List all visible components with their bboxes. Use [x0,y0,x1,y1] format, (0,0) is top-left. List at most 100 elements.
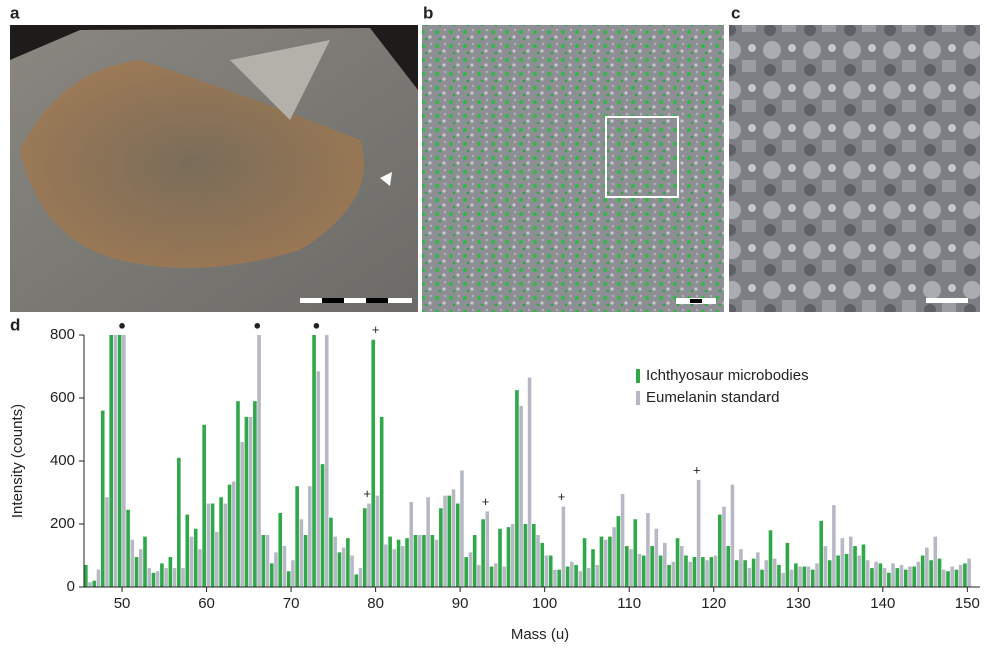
bar [714,556,718,588]
bar [739,549,743,587]
bar [190,537,194,587]
bar [895,568,899,587]
annotation: + [693,462,701,477]
bar [612,527,616,587]
bar [325,335,329,587]
bar [405,538,409,587]
legend-label: Ichthyosaur microbodies [646,367,809,384]
bar [287,571,291,587]
x-tick-label: 100 [532,595,557,612]
bar [950,567,954,587]
y-tick-label: 0 [67,578,75,595]
annotation: ● [313,317,321,332]
bar [790,570,794,587]
bar [207,504,211,587]
legend-label: Eumelanin standard [646,389,779,406]
bar [591,549,595,587]
photo-b [422,25,724,312]
bar [642,556,646,588]
bar [710,557,714,587]
bar [853,546,857,587]
bar [240,442,244,587]
bar [452,489,456,587]
bar [967,559,971,587]
bar [367,504,371,587]
bar [743,560,747,587]
bar [595,565,599,587]
bar [646,513,650,587]
bar [291,560,295,587]
bar [671,562,675,587]
bar [621,494,625,587]
bar [777,565,781,587]
photo-a [10,25,418,312]
bar [600,537,604,587]
x-tick-label: 130 [786,595,811,612]
bar [439,508,443,587]
bar [283,546,287,587]
bar [481,519,485,587]
annotation: + [372,322,380,337]
bar [169,557,173,587]
bar [845,554,849,587]
x-tick-label: 60 [198,595,215,612]
bar [604,540,608,587]
bar [748,568,752,587]
bar [236,401,240,587]
bar [464,557,468,587]
bar [908,567,912,587]
bar [97,570,101,587]
bar [566,567,570,587]
photo-c [729,25,980,312]
bar [122,335,126,587]
bar [836,556,840,588]
bar [574,565,578,587]
bar [798,567,802,587]
bar [266,535,270,587]
bar [498,529,502,587]
x-tick-label: 80 [367,595,384,612]
bar [562,507,566,587]
bar [92,581,96,587]
bar [803,567,807,587]
bar [862,544,866,587]
bar [371,340,375,587]
bar [486,511,490,587]
x-tick-label: 50 [114,595,131,612]
bar [663,543,667,587]
bar [887,573,891,587]
bar [456,504,460,587]
bar [164,568,168,587]
bar [316,371,320,587]
panel-label: a [10,3,20,22]
panel-label: d [10,315,20,334]
bar [278,513,282,587]
bar [249,417,253,587]
bar [811,570,815,587]
bar [519,406,523,587]
bar [866,560,870,587]
y-tick-label: 800 [50,326,75,343]
bar [900,565,904,587]
x-tick-label: 110 [617,595,641,612]
bar [105,497,109,587]
bar [338,552,342,587]
bar [414,535,418,587]
bar [177,458,181,587]
bar [135,557,139,587]
bar [726,546,730,587]
bar [904,570,908,587]
bar [693,557,697,587]
bar [346,538,350,587]
bar [502,567,506,587]
bar [393,549,397,587]
bar [570,562,574,587]
bar [401,546,405,587]
bar [608,537,612,587]
bar [650,546,654,587]
bar [380,417,384,587]
bar [773,559,777,587]
bar [718,515,722,587]
bar [701,557,705,587]
